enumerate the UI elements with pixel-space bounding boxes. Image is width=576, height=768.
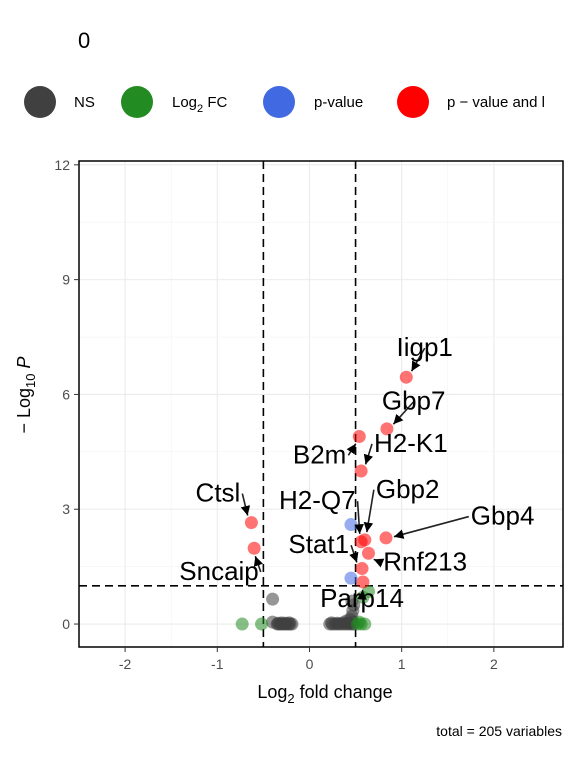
x-tick-label-3: 1	[398, 656, 406, 672]
gene-label-h2-k1: H2-K1	[374, 428, 448, 458]
x-axis-label-rest: fold change	[295, 682, 393, 702]
y-tick-label-3: 9	[62, 272, 70, 288]
point-p-1	[344, 571, 358, 585]
legend-item-pvalue-and-log2fc: p − value and l	[397, 86, 545, 118]
annotation-arrow-7	[349, 544, 359, 563]
annotation-arrow-9	[357, 589, 367, 600]
x-axis-label-sub: 2	[287, 691, 294, 706]
plot-panel-border	[78, 160, 564, 648]
point-both-11	[247, 541, 261, 555]
legend: NS Log2 FC p-value p − value and l	[24, 86, 545, 118]
annotation-arrow-1	[392, 401, 415, 425]
point-both-1	[380, 422, 394, 436]
legend-key-ns	[24, 86, 56, 118]
legend-label-log2fc-rest: FC	[203, 94, 227, 111]
gene-label-gbp7: Gbp7	[382, 386, 446, 416]
annotation-arrow-2	[346, 443, 357, 456]
point-p-0	[344, 518, 358, 532]
y-axis-label-var: P	[14, 356, 34, 373]
annotation-arrow-5	[354, 501, 364, 534]
y-tick-label-1: 3	[62, 501, 70, 517]
legend-label-pvalue-and-log2fc: p − value and l	[447, 94, 545, 111]
legend-label-pvalue: p-value	[314, 94, 363, 111]
point-ns-0	[266, 592, 280, 606]
point-both-7	[361, 546, 375, 560]
x-axis: -2 -1 0 1 2	[119, 647, 498, 672]
annotation-arrow-4	[363, 489, 375, 533]
point-both-9	[356, 575, 370, 589]
legend-key-pvalue	[263, 86, 295, 118]
gene-label-gbp2: Gbp2	[376, 474, 440, 504]
grid-lines	[79, 161, 563, 647]
annotation-arrow-3	[363, 443, 374, 465]
point-both-10	[244, 516, 258, 530]
x-tick-label-1: -1	[211, 656, 224, 672]
gene-label-ctsl: Ctsl	[196, 478, 241, 508]
legend-item-ns: NS	[24, 86, 95, 118]
legend-label-log2fc-base: Log	[172, 94, 197, 111]
gene-label-h2-q7: H2-Q7	[279, 485, 356, 515]
gene-label-iigp1: Iigp1	[397, 332, 453, 362]
chart-title: 0	[78, 28, 90, 53]
annotation-arrow-11	[253, 555, 263, 573]
point-fc-5	[352, 615, 366, 629]
gene-annotations: Iigp1 Gbp7 B2m H2-K1 Gbp2 H2-Q7 Gbp4 Stat1 Rnf21…	[179, 332, 534, 613]
data-points	[235, 370, 413, 631]
x-tick-label-2: 0	[306, 656, 314, 672]
legend-label-ns: NS	[74, 94, 95, 111]
legend-item-pvalue: p-value	[263, 86, 363, 118]
point-both-6	[354, 535, 368, 549]
legend-key-log2fc	[121, 86, 153, 118]
point-fc-1	[255, 617, 269, 631]
gene-label-sncaip: Sncaip	[179, 556, 259, 586]
point-fc-0	[235, 617, 249, 631]
y-axis-label: − Log10 P	[14, 356, 38, 433]
point-ns-35	[345, 594, 359, 608]
x-tick-label-4: 2	[490, 656, 498, 672]
point-both-0	[399, 370, 413, 384]
threshold-lines	[79, 161, 563, 647]
y-tick-label-0: 0	[62, 616, 70, 632]
legend-item-log2fc: Log2 FC	[121, 86, 227, 118]
point-both-4	[379, 531, 393, 545]
annotation-arrow-6	[393, 515, 470, 539]
gene-label-stat1: Stat1	[288, 529, 349, 559]
gene-label-parp14: Parp14	[320, 583, 404, 613]
point-ns-14	[282, 616, 296, 630]
point-both-3	[354, 464, 368, 478]
y-axis: 0 3 6 9 12	[54, 157, 79, 632]
gene-label-b2m: B2m	[293, 439, 346, 469]
x-axis-label-base: Log	[257, 682, 287, 702]
annotation-arrow-0	[410, 347, 426, 372]
gene-label-gbp4: Gbp4	[471, 501, 535, 531]
annotation-arrow-8	[373, 558, 385, 568]
y-axis-label-pre: − Log	[14, 388, 34, 434]
x-axis-label: Log2 fold change	[257, 682, 392, 706]
y-tick-label-2: 6	[62, 386, 70, 402]
legend-label-log2fc-sub: 2	[197, 103, 203, 115]
chart-caption: total = 205 variables	[436, 723, 562, 739]
point-both-8	[355, 562, 369, 576]
legend-key-pvalue-and-log2fc	[397, 86, 429, 118]
point-both-2	[352, 430, 366, 444]
gene-label-rnf213: Rnf213	[383, 546, 467, 576]
y-axis-label-sub: 10	[23, 374, 38, 388]
annotation-arrow-10	[240, 493, 251, 516]
y-tick-label-4: 12	[54, 157, 70, 173]
x-tick-label-0: -2	[119, 656, 132, 672]
legend-label-log2fc: Log2 FC	[172, 94, 227, 115]
